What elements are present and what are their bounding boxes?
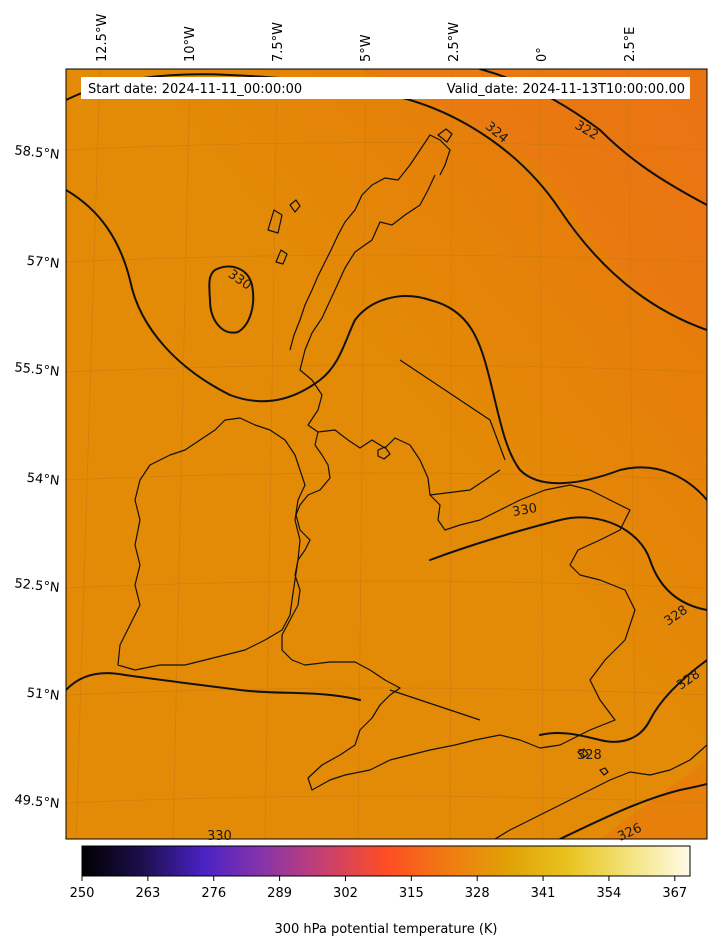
graticule [66,69,707,839]
colorbar-tick-label: 315 [399,886,424,901]
longitude-label: 5°W [359,34,374,62]
colorbar-tick-label: 367 [662,886,687,901]
contour-324 [66,73,707,331]
longitude-label: 2.5°E [623,27,638,62]
contour-lines [66,69,707,839]
channel-islands [577,748,609,776]
colorbar: 250 263 276 289 302 315 328 341 354 367 300 hPa p… [70,845,691,937]
england-interior [389,359,506,721]
longitude-label: 2.5°W [447,22,462,62]
longitude-label: 10°W [183,26,198,62]
colorbar-tick-label: 302 [333,886,358,901]
colorbar-gradient [81,845,691,877]
latitude-label: 49.5°N [14,792,60,812]
colorbar-label: 300 hPa potential temperature (K) [274,922,497,937]
longitude-label: 0° [535,47,550,62]
contour-330-loop [208,265,255,334]
warm-region-southeast [600,760,707,839]
colorbar-tick-label: 289 [267,886,292,901]
isle-of-man [377,446,391,460]
contour-label: 330 [207,829,232,844]
longitude-label: 12.5°W [95,14,110,62]
scotland-coast [289,134,451,351]
contour-326 [559,783,707,839]
ireland-coast [117,417,306,671]
colorbar-ticks: 250 263 276 289 302 315 328 341 354 367 [70,876,687,901]
colorbar-tick-label: 263 [135,886,160,901]
contour-330-north [66,189,707,501]
map-panel [66,69,707,839]
contour-330-west [66,672,361,701]
latitude-label: 57°N [26,254,60,272]
colorbar-tick-label: 354 [597,886,622,901]
hebrides [267,199,301,265]
contour-328-south [539,659,707,743]
longitude-label: 7.5°W [271,22,286,62]
latitude-label: 52.5°N [14,576,60,596]
continent-coast [494,744,707,839]
start-date-text: Start date: 2024-11-11_00:00:00 [88,82,302,97]
map-frame [65,68,708,840]
contour-label: 330 [511,501,538,520]
colorbar-tick-label: 250 [70,886,95,901]
longitude-labels: 12.5°W 10°W 7.5°W 5°W 2.5°W 0° 2.5°E [95,14,638,62]
date-header: Start date: 2024-11-11_00:00:00 Valid_da… [81,77,690,99]
warm-region-northeast [360,69,707,330]
latitude-label: 58.5°N [14,143,60,163]
latitude-label: 55.5°N [14,360,60,380]
latitude-labels: 58.5°N 57°N 55.5°N 54°N 52.5°N 51°N 49.5… [14,143,60,812]
colorbar-tick-label: 276 [201,886,226,901]
latitude-label: 51°N [26,686,60,704]
great-britain-coast [281,174,636,791]
colorbar-tick-label: 328 [465,886,490,901]
coastlines [117,128,707,839]
contour-328 [429,516,707,611]
colorbar-tick-label: 341 [531,886,556,901]
contour-label: 328 [577,748,602,763]
valid-date-text: Valid_date: 2024-11-13T10:00:00.00 [447,82,685,97]
orkney [437,128,453,143]
latitude-label: 54°N [26,471,60,489]
